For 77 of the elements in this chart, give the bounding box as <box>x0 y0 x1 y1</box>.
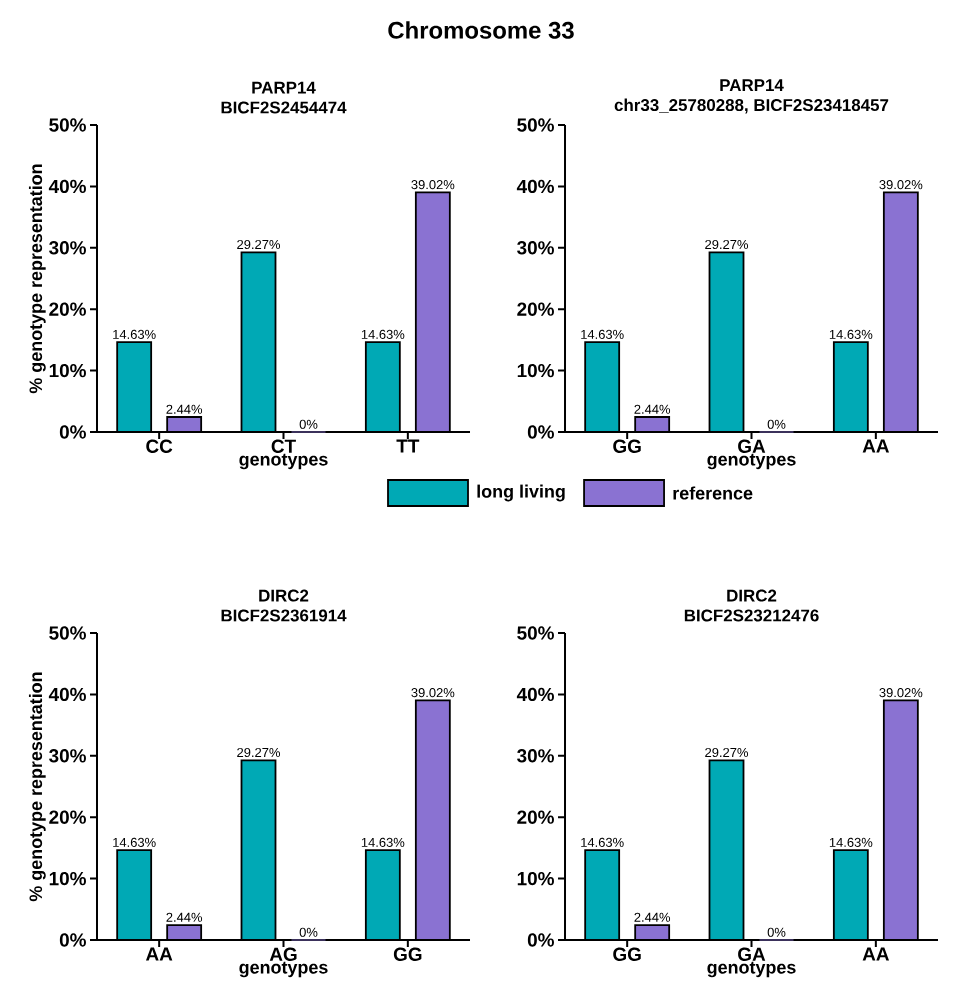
y-tick-label: 30% <box>517 749 554 763</box>
y-tick-label: 0% <box>59 425 86 439</box>
chart-subtitle: BICF2S2361914 <box>221 609 347 622</box>
y-tick-label: 0% <box>59 933 86 947</box>
x-tick-label: AG <box>269 947 297 961</box>
data-label: 29.27% <box>705 239 749 250</box>
x-tick-label: GG <box>613 439 641 453</box>
data-label: 0% <box>299 927 318 937</box>
y-tick-label: 30% <box>49 749 86 763</box>
y-tick-label: 40% <box>516 687 554 702</box>
y-tick-label: 0% <box>527 425 554 439</box>
data-label: 14.63% <box>829 837 873 847</box>
y-tick-label: 50% <box>517 118 554 132</box>
y-tick-label: 20% <box>517 302 554 316</box>
x-tick-label: AA <box>862 439 890 453</box>
chart-subtitle: BICF2S23212476 <box>684 609 819 622</box>
data-label: 14.63% <box>361 837 405 847</box>
y-tick-label: 50% <box>517 626 554 640</box>
chart-title: PARP14 <box>720 79 784 91</box>
data-label: 39.02% <box>879 180 923 190</box>
chart-title: PARP14 <box>252 81 316 94</box>
x-tick-label: GA <box>738 947 766 961</box>
data-label: 0% <box>767 419 786 429</box>
data-label: 39.02% <box>411 688 455 698</box>
chart-subtitle: chr33_25780288, BICF2S23418457 <box>614 98 889 114</box>
x-axis-title: genotypes <box>239 961 328 978</box>
data-label: 2.44% <box>634 404 671 414</box>
y-tick-label: 0% <box>527 933 554 947</box>
y-tick-label: 20% <box>517 810 554 824</box>
x-tick-label: CT <box>271 439 296 453</box>
x-tick-label: GG <box>613 947 641 961</box>
y-tick-label: 50% <box>49 118 86 132</box>
y-tick-label: 10% <box>49 363 86 378</box>
data-label: 29.27% <box>705 747 749 758</box>
y-tick-label: 30% <box>49 241 86 255</box>
y-tick-label: 20% <box>49 302 86 316</box>
y-tick-label: 40% <box>48 179 86 194</box>
data-label: 14.63% <box>829 329 873 339</box>
y-tick-label: 50% <box>49 626 86 640</box>
data-label: 2.44% <box>634 912 671 922</box>
data-label: 14.63% <box>581 837 624 847</box>
x-tick-label: AA <box>862 947 890 961</box>
y-axis-title: % genotype representation <box>28 164 46 394</box>
data-label: 14.63% <box>113 329 156 339</box>
x-axis-title: genotypes <box>707 453 796 470</box>
y-tick-label: 10% <box>49 871 86 886</box>
y-tick-label: 40% <box>48 687 86 702</box>
y-tick-label: 20% <box>49 810 86 824</box>
legend-label: long living <box>477 484 565 502</box>
x-axis-title: genotypes <box>239 453 328 470</box>
text: Chromosome 33 <box>388 21 574 39</box>
data-label: 29.27% <box>237 747 280 758</box>
x-tick-label: GG <box>393 947 422 961</box>
chart-title: DIRC2 <box>259 589 309 602</box>
data-label: 14.63% <box>113 837 156 847</box>
data-label: 2.44% <box>166 404 203 414</box>
data-label: 2.44% <box>166 912 203 922</box>
data-label: 0% <box>767 927 786 937</box>
x-tick-label: GA <box>738 439 766 453</box>
data-label: 39.02% <box>879 688 923 698</box>
x-axis-title: genotypes <box>707 961 796 978</box>
chart-title: DIRC2 <box>727 589 777 602</box>
data-label: 14.63% <box>361 329 405 339</box>
data-label: 39.02% <box>411 180 455 190</box>
y-tick-label: 40% <box>516 179 554 194</box>
chart-subtitle: BICF2S2454474 <box>221 101 347 114</box>
y-axis-title: % genotype representation <box>28 672 46 902</box>
x-tick-label: TT <box>396 439 420 453</box>
x-tick-label: CC <box>146 439 173 453</box>
data-label: 0% <box>299 419 318 429</box>
y-tick-label: 30% <box>517 241 554 255</box>
data-label: 14.63% <box>581 329 624 339</box>
x-tick-label: AA <box>145 947 173 961</box>
y-tick-label: 10% <box>517 363 554 378</box>
data-label: 29.27% <box>237 239 280 250</box>
y-tick-label: 10% <box>517 871 554 886</box>
legend-label: reference <box>673 486 753 500</box>
